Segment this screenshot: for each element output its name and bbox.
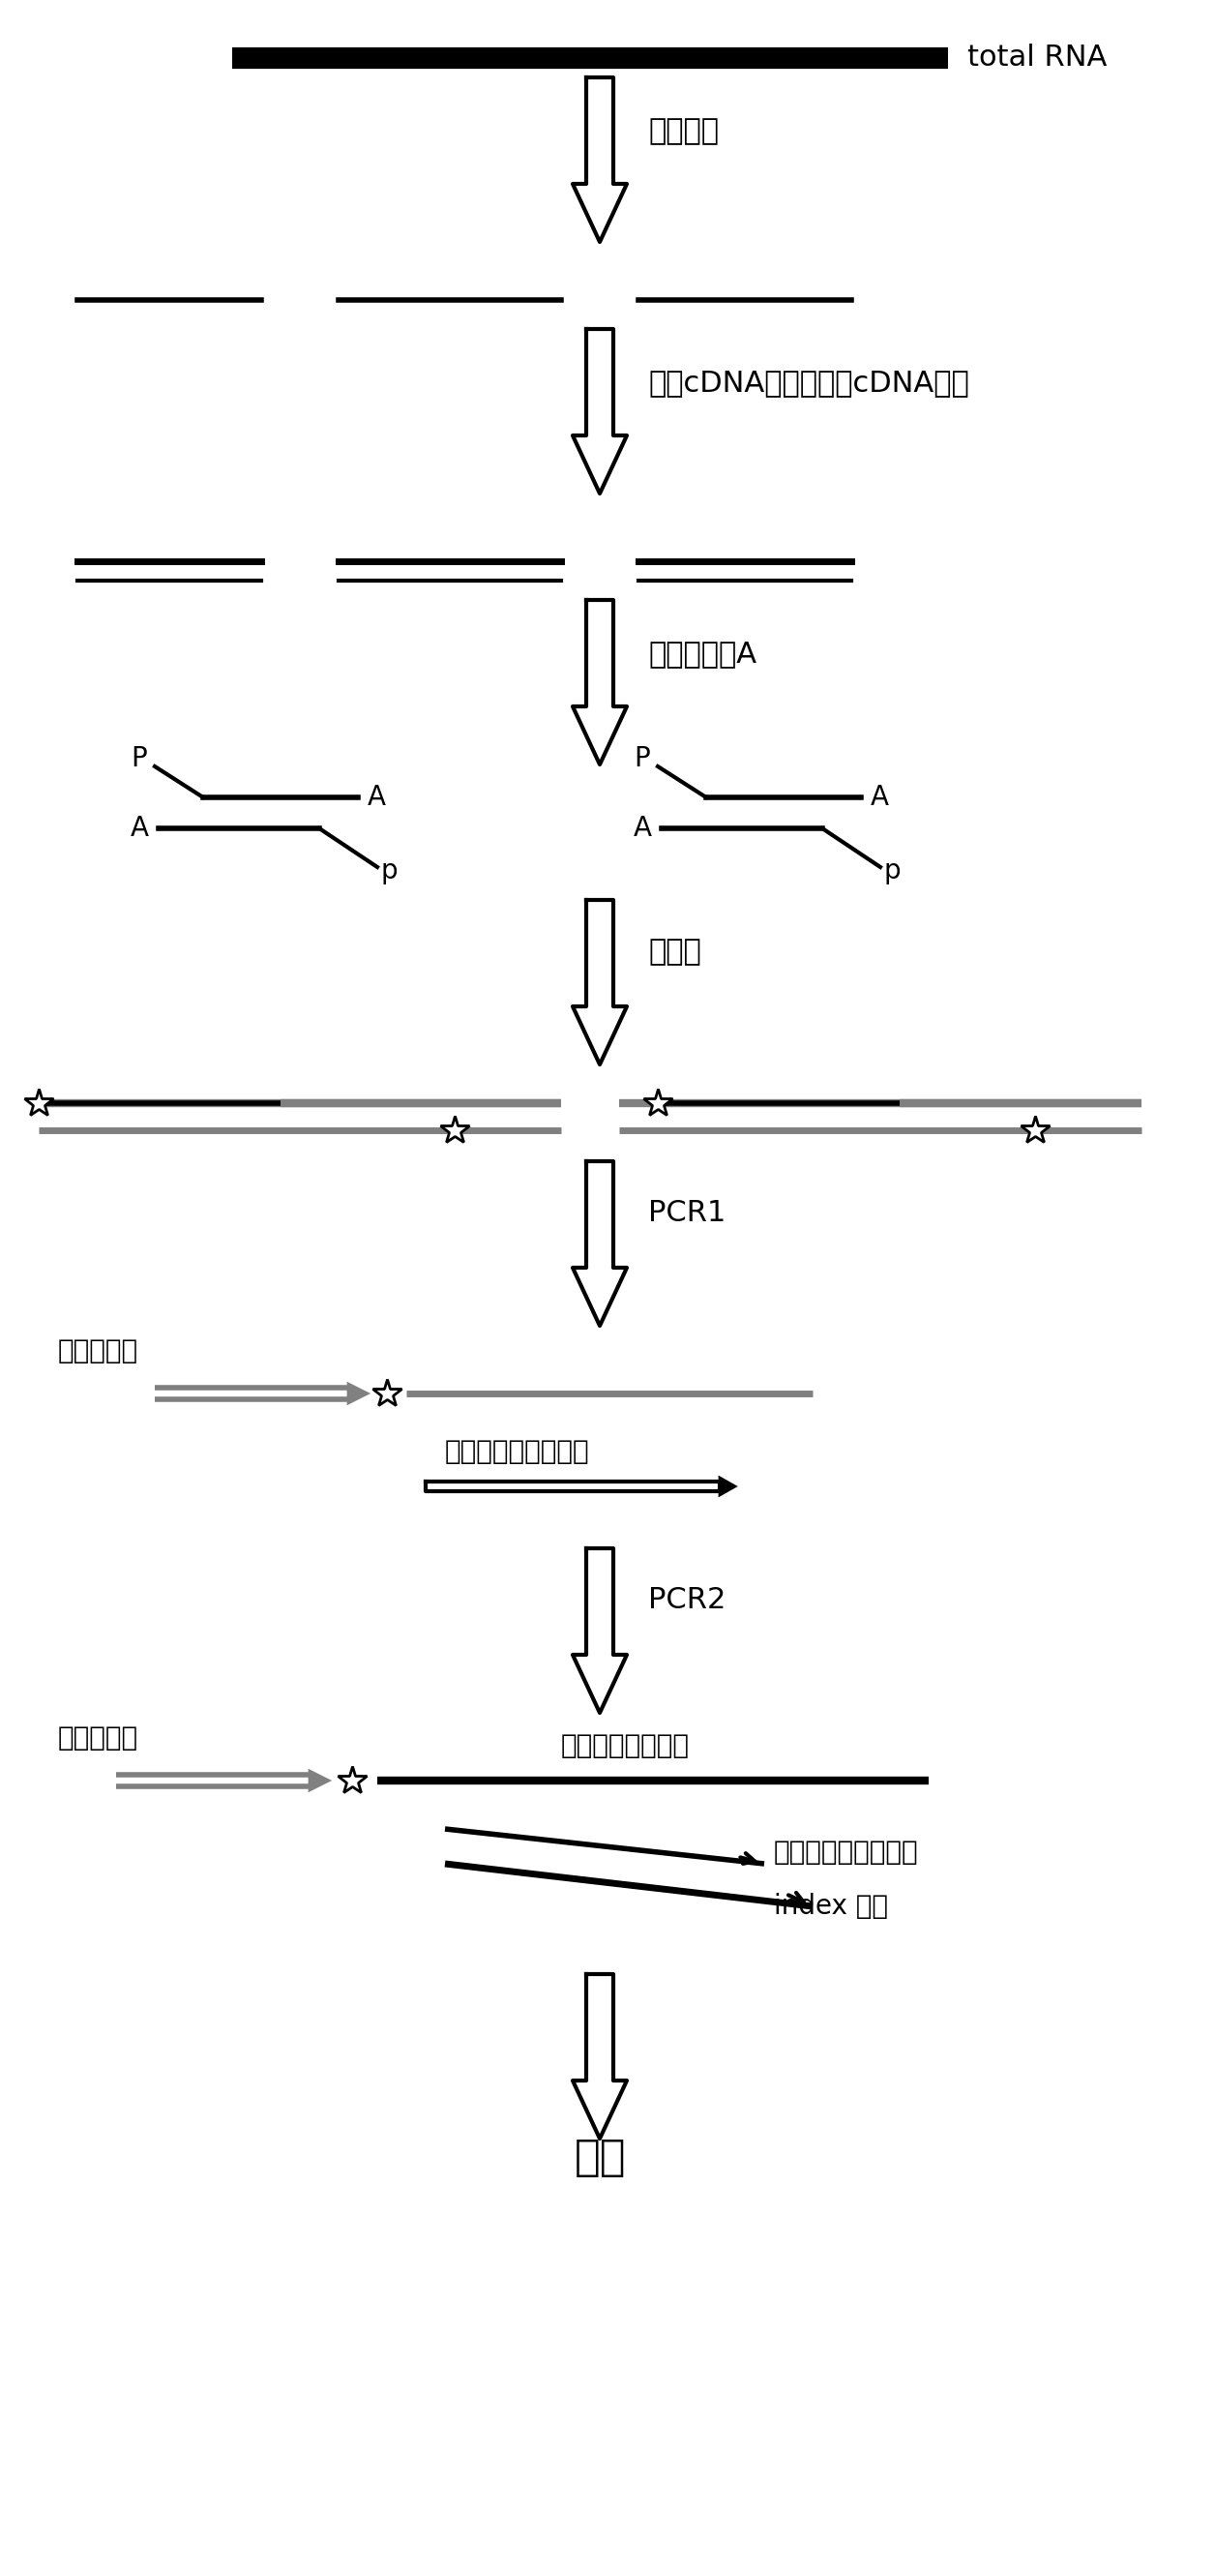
Polygon shape — [572, 899, 627, 1064]
Text: 加接头: 加接头 — [648, 938, 701, 966]
Polygon shape — [572, 77, 627, 242]
Text: 一链cDNA合成，二链cDNA合成: 一链cDNA合成，二链cDNA合成 — [648, 368, 970, 397]
Text: 锚定引物二: 锚定引物二 — [58, 1723, 139, 1752]
Text: index 引物: index 引物 — [774, 1893, 888, 1919]
Text: 末端修复加A: 末端修复加A — [648, 639, 757, 667]
Text: p: p — [885, 858, 902, 884]
Polygon shape — [572, 1548, 627, 1713]
Polygon shape — [425, 1481, 719, 1492]
Text: 高温打断: 高温打断 — [648, 118, 719, 147]
Text: PCR2: PCR2 — [648, 1587, 725, 1615]
Text: p: p — [382, 858, 399, 884]
Text: 基因特异性引物组二: 基因特异性引物组二 — [774, 1839, 919, 1865]
Text: A: A — [130, 814, 148, 842]
Text: PCR1: PCR1 — [648, 1200, 725, 1229]
Polygon shape — [572, 1973, 627, 2138]
Text: P: P — [634, 744, 650, 773]
Text: 基因特异性引物组一: 基因特异性引物组一 — [445, 1437, 589, 1466]
Text: A: A — [368, 783, 386, 811]
Text: 测序: 测序 — [573, 2138, 626, 2179]
Text: P: P — [131, 744, 147, 773]
Polygon shape — [310, 1770, 329, 1790]
Polygon shape — [349, 1383, 368, 1404]
Text: 锚定引物一: 锚定引物一 — [58, 1337, 139, 1365]
Polygon shape — [572, 1162, 627, 1327]
Polygon shape — [719, 1479, 735, 1494]
Text: 特异性引物一位置: 特异性引物一位置 — [561, 1731, 690, 1759]
Text: A: A — [633, 814, 651, 842]
Text: total RNA: total RNA — [967, 44, 1107, 72]
Polygon shape — [572, 330, 627, 495]
Polygon shape — [572, 600, 627, 765]
Text: A: A — [871, 783, 889, 811]
